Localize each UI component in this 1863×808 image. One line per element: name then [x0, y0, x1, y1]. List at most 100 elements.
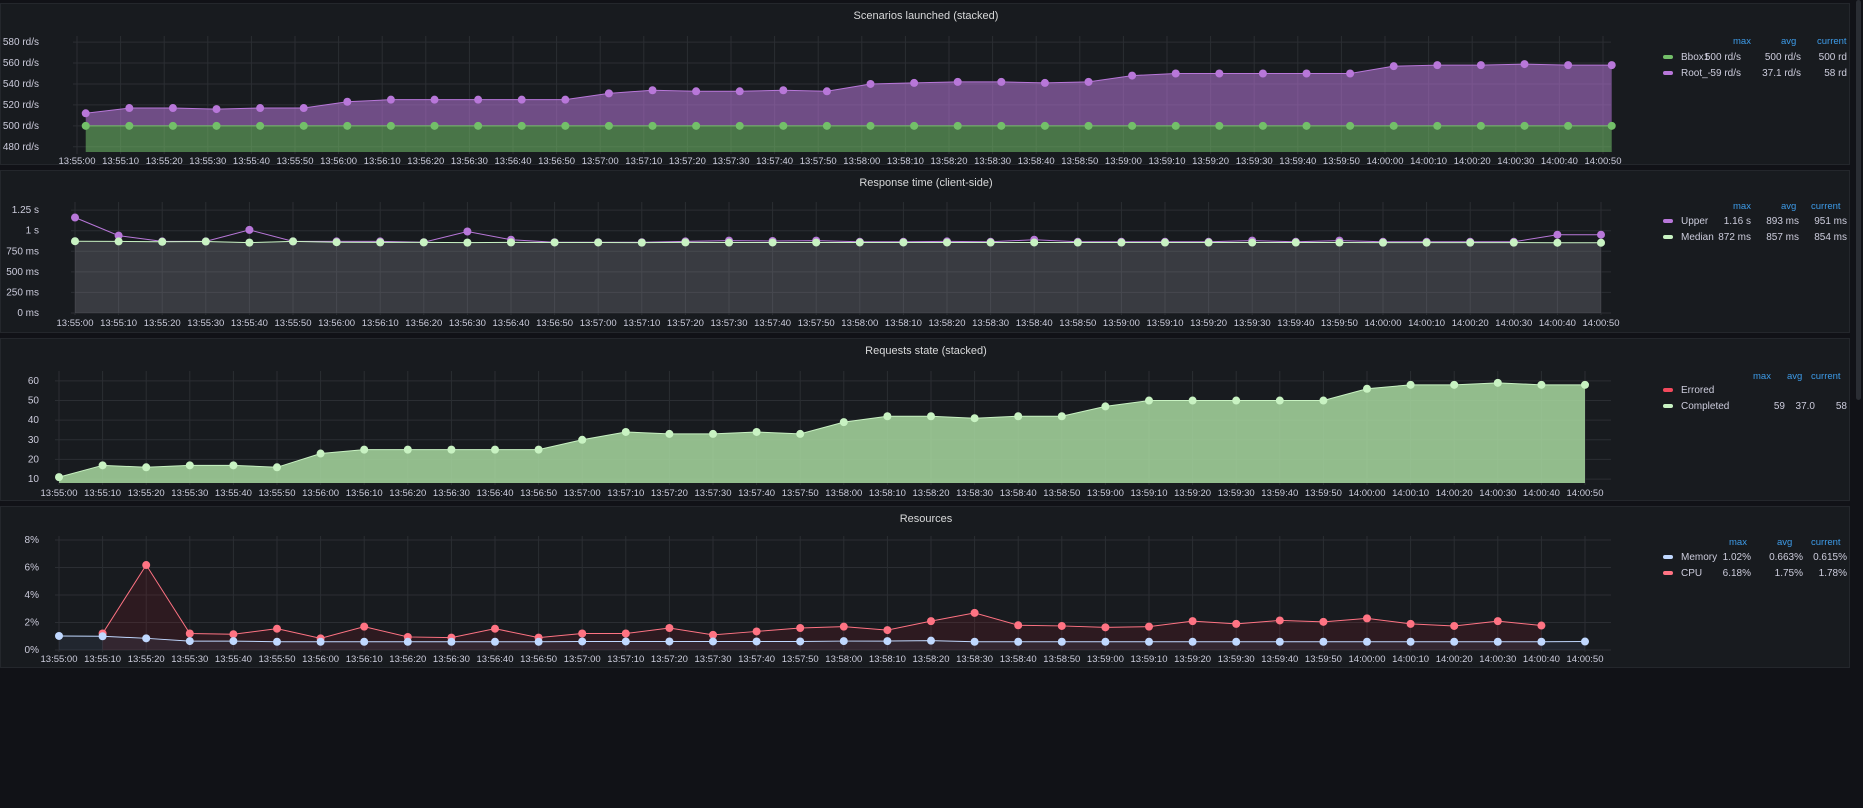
y-tick-label: 500 ms [6, 267, 39, 278]
x-tick-label: 13:55:20 [128, 654, 165, 665]
series-median-point [1335, 238, 1344, 247]
legend-value-current: 58 rd [1824, 67, 1847, 79]
series-bbox1-point [779, 121, 788, 130]
x-tick-label: 13:59:20 [1174, 654, 1211, 665]
legend-header-max[interactable]: max [1753, 371, 1771, 382]
legend-header-max[interactable]: max [1733, 36, 1751, 47]
legend-header-current[interactable]: current [1817, 36, 1847, 47]
series-memory-point [796, 637, 805, 646]
x-tick-label: 13:58:10 [885, 318, 922, 329]
series-median-point [1466, 238, 1475, 247]
legend-item-memory[interactable]: Memory 1.02% 0.663% 0.615% [1663, 549, 1849, 565]
series-memory-point [1406, 637, 1415, 646]
series-bbox1-point [910, 121, 919, 130]
x-tick-label: 13:57:00 [564, 488, 601, 499]
x-tick-label: 13:57:40 [738, 654, 775, 665]
series-root-point [1564, 61, 1573, 70]
x-tick-label: 13:59:40 [1277, 318, 1314, 329]
y-tick-label: 40 [28, 415, 40, 426]
legend-header-avg[interactable]: avg [1777, 537, 1793, 548]
series-memory-point [1537, 637, 1546, 646]
x-tick-label: 13:59:00 [1103, 318, 1140, 329]
legend-item-upper[interactable]: Upper 1.16 s 893 ms 951 ms [1663, 213, 1849, 229]
legend-value-avg: 893 ms [1766, 215, 1799, 227]
panel-title: Response time (client-side) [859, 177, 993, 189]
legend-header-current[interactable]: current [1811, 371, 1841, 382]
legend-value-max: 1.02% [1722, 551, 1751, 563]
x-tick-label: 13:55:10 [102, 156, 139, 166]
x-tick-label: 13:55:20 [146, 156, 183, 166]
x-tick-label: 14:00:20 [1436, 654, 1473, 665]
series-memory-point [1450, 637, 1459, 646]
legend-item-label: Errored [1681, 384, 1715, 396]
series-median-point [594, 238, 603, 247]
series-bbox1-point [1389, 121, 1398, 130]
series-cpu-point [578, 629, 587, 638]
x-tick-label: 13:57:10 [625, 156, 662, 166]
series-root-point [1258, 69, 1267, 78]
legend-value-avg: 857 ms [1766, 231, 1799, 243]
series-median-point [768, 238, 777, 247]
x-tick-label: 13:57:20 [651, 488, 688, 499]
series-root-point [997, 77, 1006, 86]
scrollbar-thumb[interactable] [1856, 0, 1861, 400]
series-cpu-point [839, 622, 848, 631]
x-tick-label: 13:59:30 [1218, 654, 1255, 665]
x-tick-label: 13:58:10 [869, 654, 906, 665]
legend-value-max: 59 [1773, 400, 1785, 412]
legend-header-avg[interactable]: avg [1787, 371, 1803, 382]
x-tick-label: 13:55:30 [187, 318, 224, 329]
legend-item-label: Upper [1681, 215, 1709, 227]
legend-header-max[interactable]: max [1733, 201, 1751, 212]
x-tick-label: 13:59:30 [1218, 488, 1255, 499]
series-median-point [419, 238, 428, 247]
legend-item-label: CPU [1681, 567, 1703, 579]
x-tick-label: 13:57:30 [695, 488, 732, 499]
series-root-point [474, 95, 483, 104]
legend-header-avg[interactable]: avg [1781, 36, 1797, 47]
series-root-point [81, 109, 90, 118]
legend-header-current[interactable]: current [1811, 201, 1841, 212]
series-completed-point [621, 427, 630, 436]
legend-header-avg[interactable]: avg [1781, 201, 1797, 212]
series-cpu-point [1406, 619, 1415, 628]
legend-item-errored[interactable]: Errored [1663, 382, 1849, 398]
x-tick-label: 13:57:30 [713, 156, 750, 166]
series-completed-point [55, 473, 63, 482]
x-tick-label: 13:56:20 [405, 318, 442, 329]
x-tick-label: 13:59:10 [1131, 654, 1168, 665]
series-memory-point [883, 637, 892, 646]
panel-title: Resources [899, 513, 953, 525]
series-completed-point [1101, 402, 1110, 411]
series-bbox1-point [81, 121, 90, 130]
x-tick-label: 13:58:50 [1043, 654, 1080, 665]
y-tick-label: 10 [28, 474, 40, 485]
legend-item-bbox1[interactable]: Bbox1 500 rd/s 500 rd/s 500 rd [1663, 49, 1849, 65]
x-tick-label: 13:57:50 [800, 156, 837, 166]
series-cpu-point [709, 630, 717, 639]
y-tick-label: 580 rd/s [3, 37, 39, 48]
legend-header-max[interactable]: max [1729, 537, 1747, 548]
series-memory-point [1188, 637, 1197, 646]
x-tick-label: 13:56:50 [520, 488, 557, 499]
series-bbox1-point [517, 121, 526, 130]
x-tick-label: 13:58:30 [974, 156, 1011, 166]
x-tick-label: 13:55:40 [215, 488, 252, 499]
legend-item-completed[interactable]: Completed 59 37.0 58 [1663, 398, 1849, 414]
scrollbar[interactable] [1854, 0, 1863, 808]
legend-item-cpu[interactable]: CPU 6.18% 1.75% 1.78% [1663, 565, 1849, 581]
series-completed-point [839, 418, 848, 427]
series-median-point [1117, 238, 1126, 247]
x-tick-label: 13:58:20 [913, 488, 950, 499]
x-tick-label: 13:57:10 [623, 318, 660, 329]
legend-value-current: 854 ms [1814, 231, 1847, 243]
legend-item-median[interactable]: Median 872 ms 857 ms 854 ms [1663, 229, 1849, 245]
series-memory-area [59, 635, 1585, 650]
series-memory-point [970, 637, 979, 646]
y-tick-label: 8% [25, 535, 40, 546]
legend-header-current[interactable]: current [1811, 537, 1841, 548]
series-median-point [550, 238, 559, 247]
legend-item-root[interactable]: Root_- 59 rd/s 37.1 rd/s 58 rd [1663, 65, 1849, 81]
series-completed-point [927, 412, 935, 421]
series-root-point [1040, 78, 1049, 87]
